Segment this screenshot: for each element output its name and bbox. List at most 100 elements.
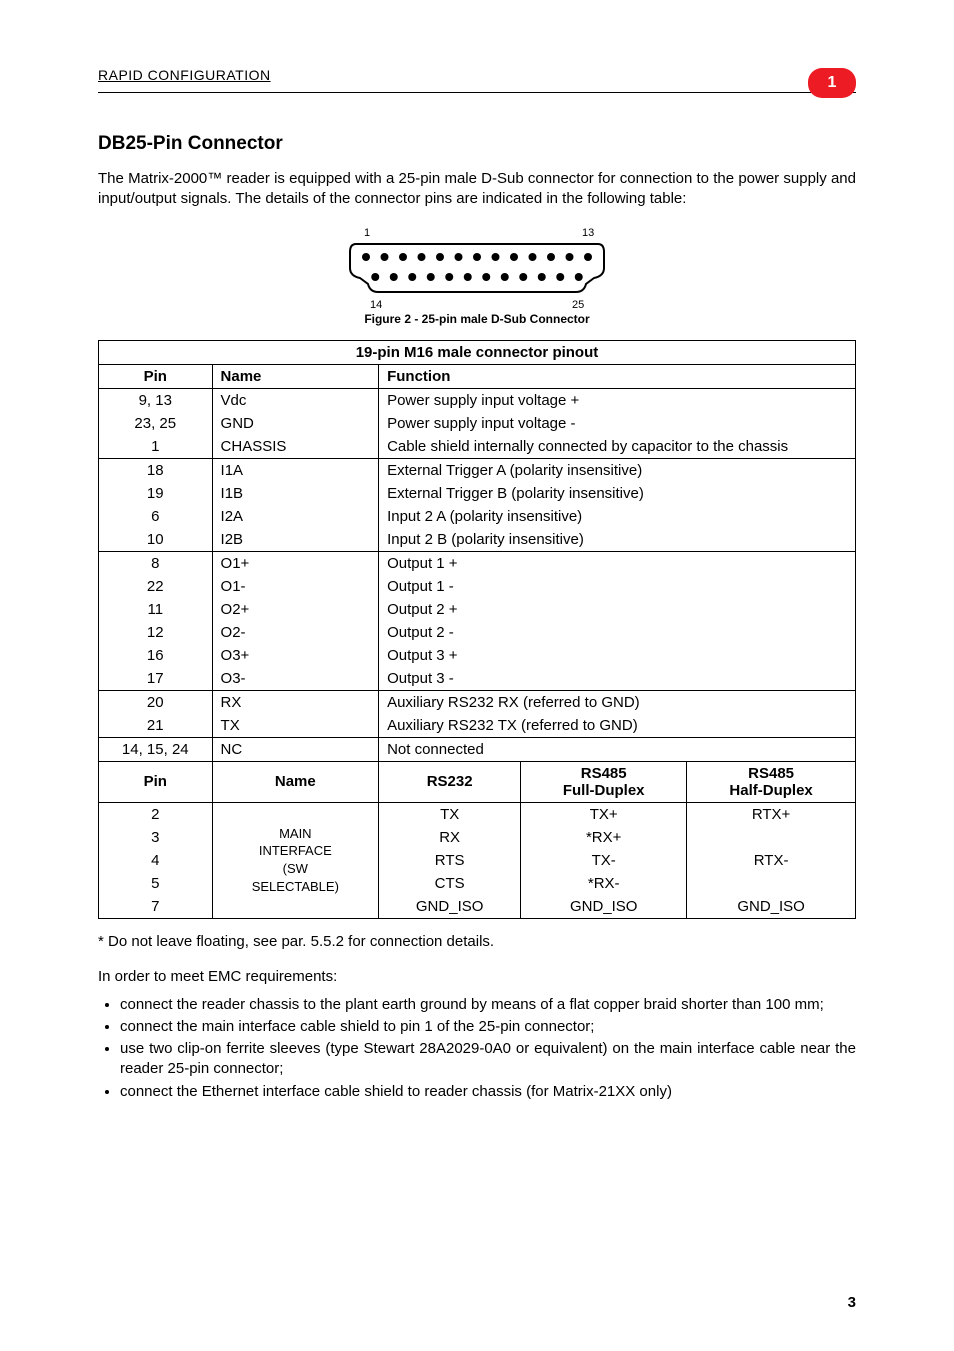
cell-func: Power supply input voltage - <box>379 412 856 435</box>
name-line: (SW <box>283 861 308 876</box>
cell-name: Vdc <box>212 388 379 412</box>
cell-rs232: CTS <box>379 872 521 895</box>
db25-connector-diagram: 1 13 14 25 <box>342 224 612 312</box>
intro-paragraph: The Matrix-2000™ reader is equipped with… <box>98 169 856 210</box>
cell-func: Not connected <box>379 737 856 761</box>
head-name: Name <box>212 364 379 388</box>
cell-func: Output 1 - <box>379 575 856 598</box>
cell-name: I2A <box>212 505 379 528</box>
cell-pin: 11 <box>99 598 213 621</box>
cell-fd: TX- <box>521 849 687 872</box>
cell-func: Output 3 - <box>379 667 856 691</box>
cell-pin: 21 <box>99 714 213 738</box>
cell-pin: 17 <box>99 667 213 691</box>
pins-row-top <box>362 253 592 261</box>
subhead-rs232: RS232 <box>379 761 521 802</box>
cell-pin: 1 <box>99 435 213 459</box>
chapter-pill: 1 <box>808 68 856 98</box>
subhead-pin: Pin <box>99 761 213 802</box>
cell-pin: 20 <box>99 690 213 714</box>
head-function: Function <box>379 364 856 388</box>
cell-pin: 3 <box>99 826 213 849</box>
cell-func: Input 2 A (polarity insensitive) <box>379 505 856 528</box>
cell-rs232: RX <box>379 826 521 849</box>
cell-name: O1+ <box>212 551 379 575</box>
cell-rs232: TX <box>379 802 521 826</box>
cell-func: Output 1 + <box>379 551 856 575</box>
rs485hd-l2: Half-Duplex <box>729 782 812 799</box>
cell-func: External Trigger A (polarity insensitive… <box>379 458 856 482</box>
footnote: * Do not leave floating, see par. 5.5.2 … <box>98 933 856 950</box>
cell-func: Output 2 - <box>379 621 856 644</box>
cell-hd: RTX- <box>687 849 856 872</box>
pins-row-bottom <box>371 273 583 281</box>
list-item: connect the Ethernet interface cable shi… <box>120 1082 856 1102</box>
cell-pin: 12 <box>99 621 213 644</box>
cell-func: External Trigger B (polarity insensitive… <box>379 482 856 505</box>
list-intro: In order to meet EMC requirements: <box>98 968 856 985</box>
cell-func: Output 2 + <box>379 598 856 621</box>
table-title: 19-pin M16 male connector pinout <box>99 340 856 364</box>
cell-rs232: RTS <box>379 849 521 872</box>
cell-pin: 4 <box>99 849 213 872</box>
cell-func: Cable shield internally connected by cap… <box>379 435 856 459</box>
list-item: use two clip-on ferrite sleeves (type St… <box>120 1039 856 1080</box>
fig-label-bl: 14 <box>370 299 382 311</box>
cell-name: O2- <box>212 621 379 644</box>
cell-rs232: GND_ISO <box>379 895 521 919</box>
fig-label-tl: 1 <box>364 227 370 239</box>
connector-figure: 1 13 14 25 Figure 2 - 25-pin male D-Sub … <box>98 224 856 326</box>
cell-pin: 22 <box>99 575 213 598</box>
cell-func: Input 2 B (polarity insensitive) <box>379 528 856 552</box>
name-line: MAIN <box>279 826 312 841</box>
cell-fd: *RX- <box>521 872 687 895</box>
cell-fd: GND_ISO <box>521 895 687 919</box>
cell-pin: 9, 13 <box>99 388 213 412</box>
cell-pin: 2 <box>99 802 213 826</box>
cell-pin: 5 <box>99 872 213 895</box>
header-left-text: RAPID CONFIGURATION <box>98 67 271 83</box>
cell-pin: 19 <box>99 482 213 505</box>
cell-name: O3- <box>212 667 379 691</box>
subhead-name: Name <box>212 761 379 802</box>
cell-func: Auxiliary RS232 RX (referred to GND) <box>379 690 856 714</box>
cell-name: NC <box>212 737 379 761</box>
list-item: connect the reader chassis to the plant … <box>120 995 856 1015</box>
page-number: 3 <box>848 1294 856 1311</box>
cell-name: RX <box>212 690 379 714</box>
cell-pin: 6 <box>99 505 213 528</box>
subhead-rs485hd: RS485 Half-Duplex <box>687 761 856 802</box>
cell-pin: 18 <box>99 458 213 482</box>
cell-name: I2B <box>212 528 379 552</box>
cell-hd: RTX+ <box>687 802 856 826</box>
cell-pin: 14, 15, 24 <box>99 737 213 761</box>
name-line: INTERFACE <box>259 843 332 858</box>
cell-name: TX <box>212 714 379 738</box>
figure-caption: Figure 2 - 25-pin male D-Sub Connector <box>98 312 856 326</box>
rs485fd-l2: Full-Duplex <box>563 782 645 799</box>
cell-pin: 7 <box>99 895 213 919</box>
cell-name: O3+ <box>212 644 379 667</box>
section-title: DB25-Pin Connector <box>98 133 856 155</box>
head-pin: Pin <box>99 364 213 388</box>
cell-pin: 10 <box>99 528 213 552</box>
cell-func: Power supply input voltage + <box>379 388 856 412</box>
cell-name: O1- <box>212 575 379 598</box>
cell-pin: 23, 25 <box>99 412 213 435</box>
cell-name: GND <box>212 412 379 435</box>
cell-pin: 8 <box>99 551 213 575</box>
name-line: SELECTABLE) <box>252 879 339 894</box>
cell-hd <box>687 826 856 849</box>
cell-func: Auxiliary RS232 TX (referred to GND) <box>379 714 856 738</box>
cell-fd: *RX+ <box>521 826 687 849</box>
cell-name: O2+ <box>212 598 379 621</box>
fig-label-tr: 13 <box>582 227 594 239</box>
subhead-rs485fd: RS485 Full-Duplex <box>521 761 687 802</box>
pinout-table: 19-pin M16 male connector pinout Pin Nam… <box>98 340 856 919</box>
cell-fd: TX+ <box>521 802 687 826</box>
rs485hd-l1: RS485 <box>748 765 794 782</box>
rs485fd-l1: RS485 <box>581 765 627 782</box>
cell-func: Output 3 + <box>379 644 856 667</box>
emc-bullet-list: connect the reader chassis to the plant … <box>98 995 856 1102</box>
cell-hd: GND_ISO <box>687 895 856 919</box>
